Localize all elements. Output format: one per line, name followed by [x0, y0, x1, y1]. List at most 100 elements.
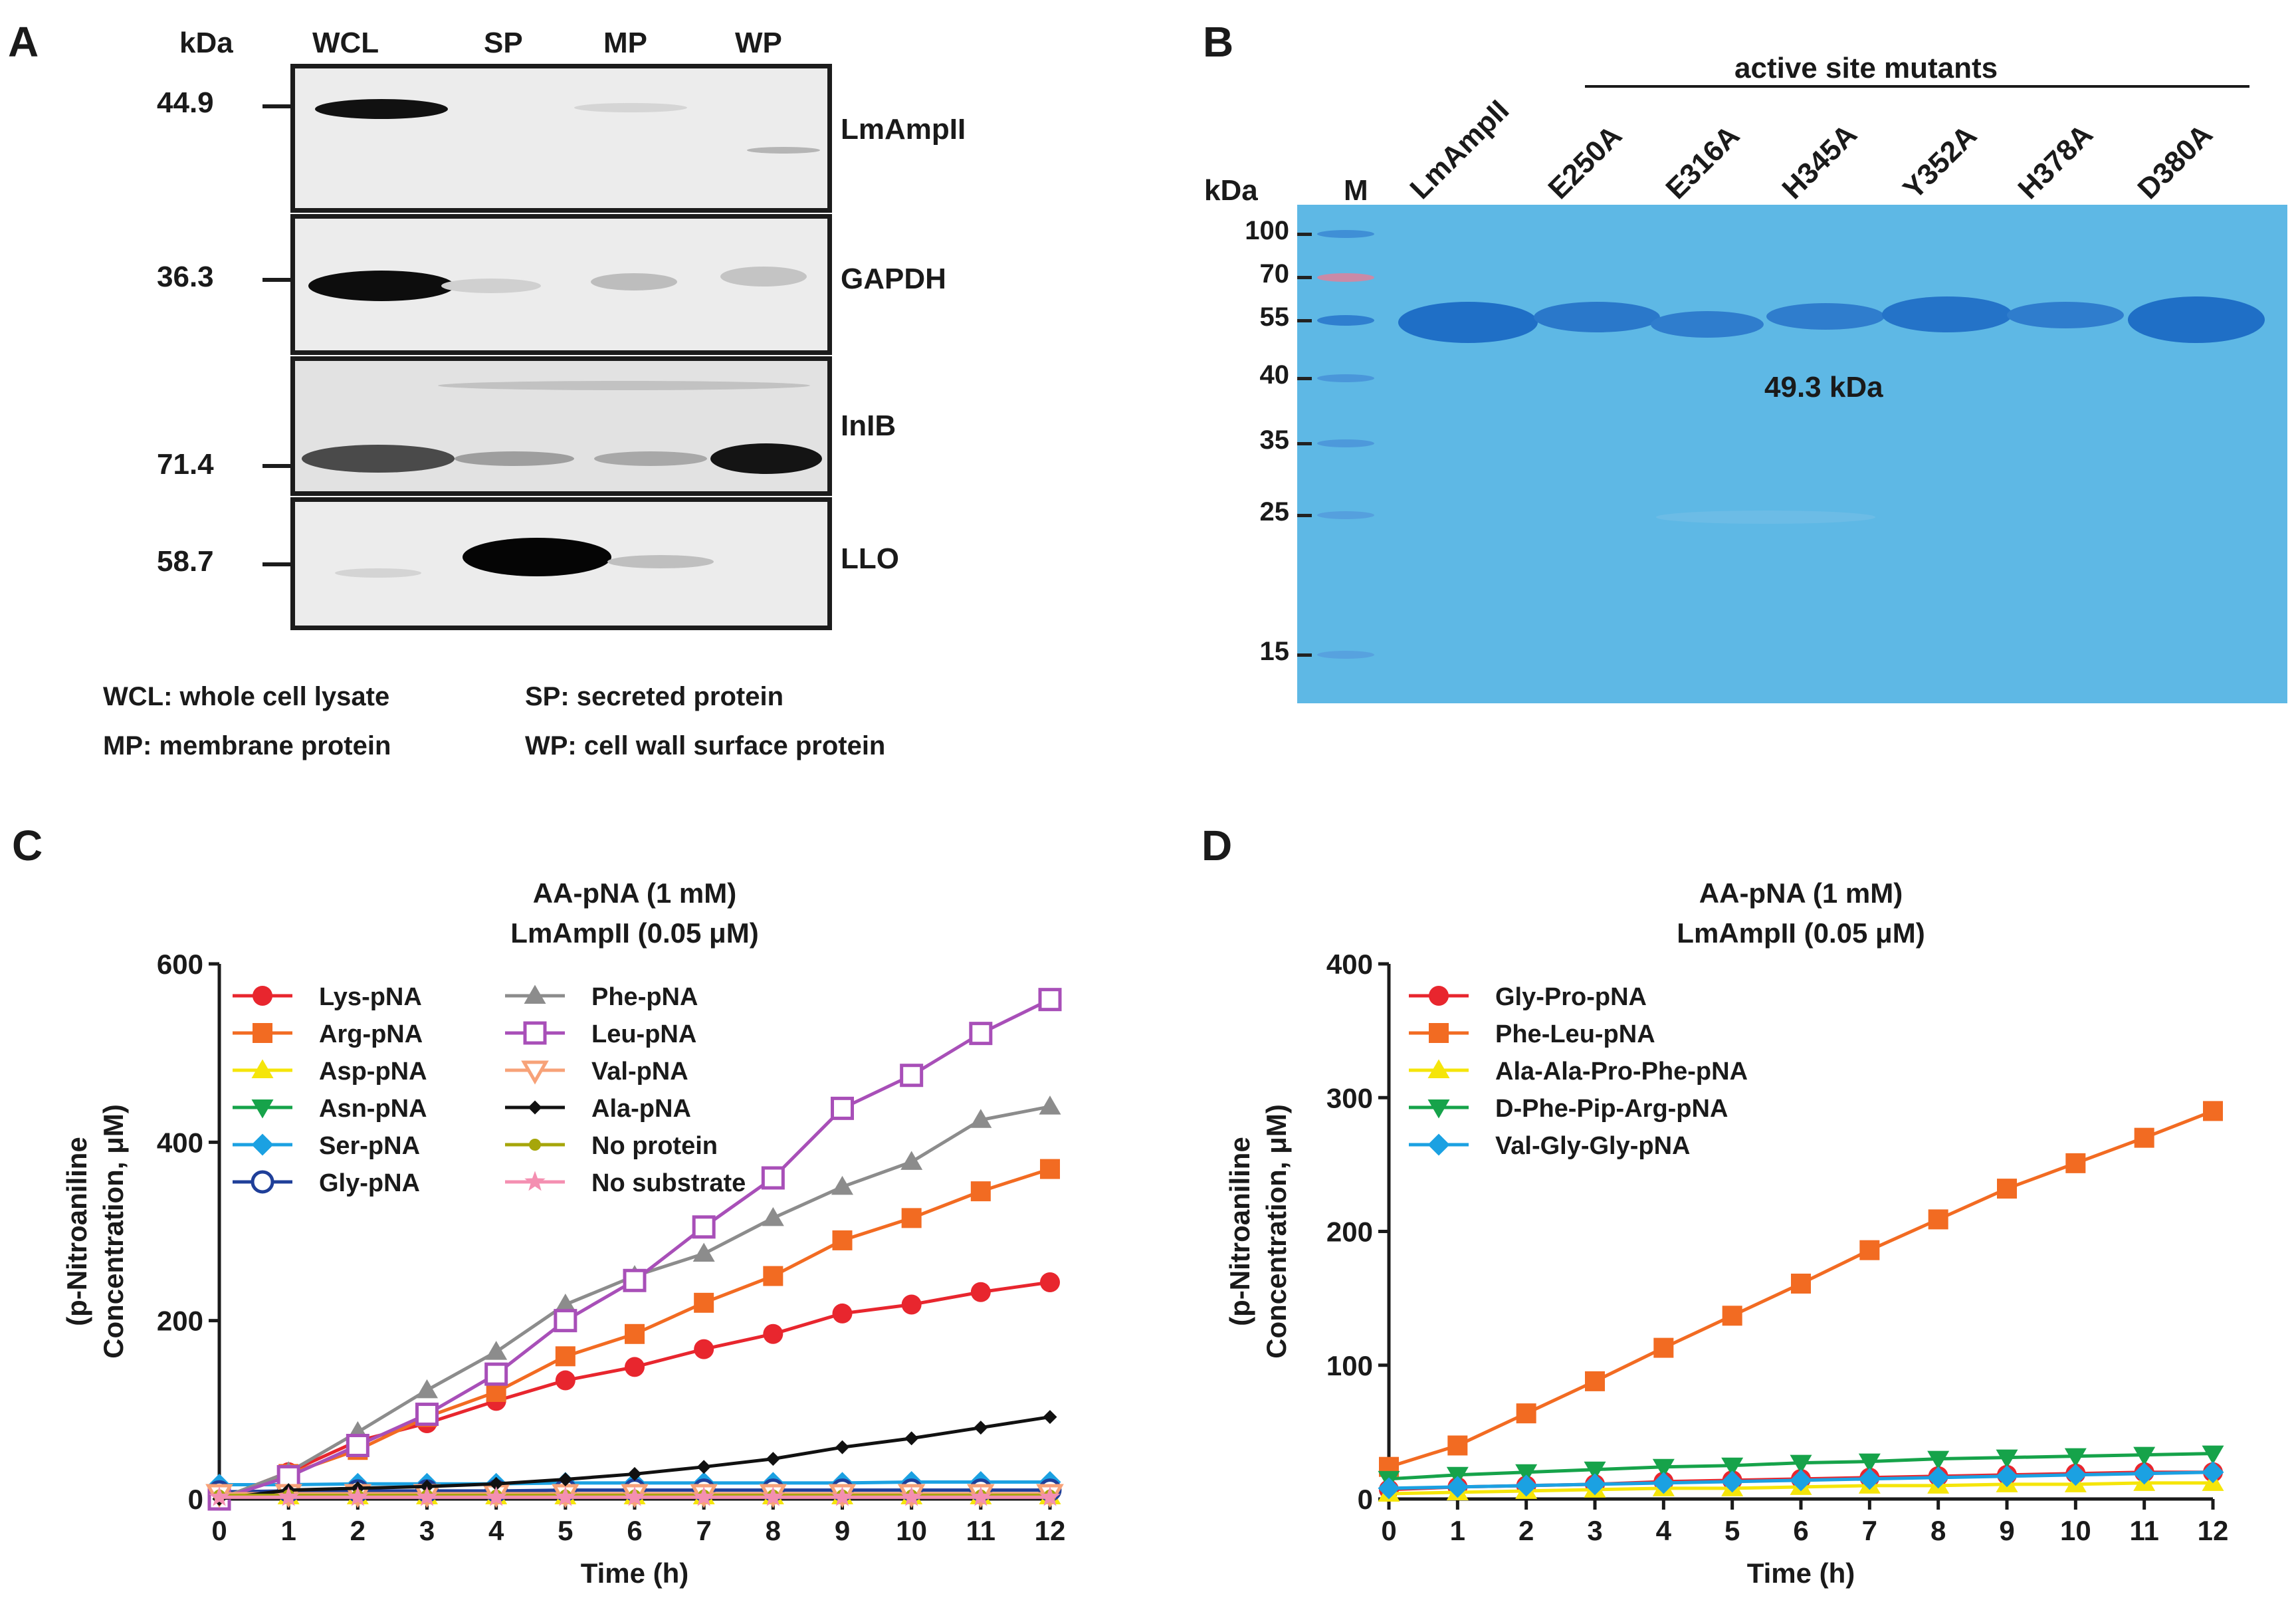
data-point: [2064, 1448, 2087, 1468]
data-point: [2133, 1462, 2156, 1485]
data-point: [1927, 1466, 1950, 1489]
legend-item: Lys-pNA: [233, 983, 422, 1011]
marker-tick: [262, 464, 290, 468]
data-point: [1652, 1472, 1675, 1494]
band: [463, 538, 611, 576]
data-point: [1997, 1179, 2017, 1199]
y-tick-label: 0: [1358, 1484, 1373, 1515]
gel-marker-35: 35: [1259, 425, 1290, 455]
data-point: [970, 1486, 991, 1506]
x-tick-label: 6: [1793, 1515, 1808, 1546]
x-tick-label: 5: [1724, 1515, 1740, 1546]
legend-item: Asp-pNA: [233, 1058, 427, 1086]
y-axis-label-line1: (p-Nitroaniline: [61, 1137, 92, 1326]
legend-marker: [253, 986, 272, 1006]
gel-marker-15: 15: [1259, 637, 1290, 666]
gel-lane-e316a: E316A: [1659, 119, 1746, 205]
legend-label: Val-Gly-Gly-pNA: [1495, 1132, 1691, 1160]
data-point: [694, 1339, 714, 1359]
legend-item: No protein: [505, 1132, 718, 1160]
data-point: [900, 1151, 923, 1170]
data-point: [694, 1292, 714, 1313]
data-point: [2203, 1101, 2223, 1121]
y-tick-label: 400: [157, 1127, 203, 1158]
y-axis-label-line2: Concentration, μM): [1261, 1104, 1292, 1359]
legend-marker: [524, 984, 546, 1004]
data-point: [763, 1266, 783, 1286]
legend-wp: WP: cell wall surface protein: [525, 731, 886, 760]
data-point: [835, 1440, 849, 1454]
data-point: [1584, 1473, 1606, 1496]
data-point: [766, 1452, 780, 1466]
y-tick-label: 100: [1326, 1350, 1373, 1381]
data-point: [1653, 1337, 1674, 1358]
x-axis-label: Time (h): [1747, 1557, 1855, 1589]
band: [710, 443, 822, 474]
data-point: [416, 1486, 438, 1506]
band: [302, 445, 455, 473]
chart-subtitle: LmAmpII (0.05 μM): [510, 917, 758, 949]
x-tick-label: 3: [1587, 1515, 1602, 1546]
gel-band-d380a: [2128, 296, 2265, 343]
legend-label: Ser-pNA: [319, 1132, 420, 1160]
x-tick-label: 7: [1862, 1515, 1877, 1546]
marker-tick: [262, 562, 290, 566]
legend-label: D-Phe-Pip-Arg-pNA: [1495, 1095, 1728, 1123]
data-point: [484, 1362, 508, 1386]
legend-label: No protein: [591, 1132, 718, 1160]
protein-inlb: InIB: [841, 409, 896, 442]
data-point: [485, 1341, 508, 1360]
x-tick-label: 8: [766, 1515, 781, 1546]
band: [441, 279, 541, 293]
data-point: [1996, 1465, 2018, 1488]
band: [594, 451, 707, 466]
gel-marker-25: 25: [1259, 497, 1290, 526]
data-point: [1721, 1457, 1744, 1477]
ladder-band-pink: [1317, 273, 1374, 282]
legend-marker: [521, 1060, 549, 1085]
marker-tick: [262, 104, 290, 108]
gel-marker-55: 55: [1259, 302, 1290, 332]
legend-item: Ser-pNA: [233, 1132, 420, 1160]
legend-marker: [251, 1059, 274, 1078]
legend-marker: [251, 1099, 274, 1119]
data-point: [970, 1181, 991, 1202]
blot-lmampii: [290, 64, 832, 213]
blot-gapdh: [290, 214, 832, 355]
legend-marker: [1427, 1133, 1450, 1156]
blot-llo: [290, 497, 832, 630]
legend-item: Leu-pNA: [505, 1020, 696, 1048]
panel-b-letter: B: [1203, 18, 1234, 66]
legend-marker: [251, 1133, 274, 1156]
data-point: [1039, 1486, 1061, 1506]
data-point: [901, 1208, 922, 1228]
legend-marker: [251, 1170, 274, 1194]
data-point: [974, 1421, 988, 1435]
marker-71-4: 71.4: [157, 448, 214, 481]
data-point: [1516, 1403, 1536, 1424]
data-point: [347, 1486, 369, 1506]
data-point: [554, 1309, 577, 1333]
x-axis-label: Time (h): [581, 1557, 689, 1589]
legend-label: Phe-Leu-pNA: [1495, 1020, 1655, 1048]
x-tick-label: 7: [696, 1515, 711, 1546]
data-point: [1858, 1453, 1881, 1473]
data-point: [761, 1166, 785, 1190]
y-tick-label: 300: [1326, 1082, 1373, 1113]
data-point: [1515, 1474, 1538, 1497]
legend-item: Val-Gly-Gly-pNA: [1409, 1132, 1691, 1160]
ladder-band: [1317, 374, 1374, 382]
legend-mp: MP: membrane protein: [103, 731, 391, 760]
data-point: [276, 1464, 300, 1488]
ladder-band: [1317, 511, 1374, 519]
x-tick-label: 12: [1035, 1515, 1066, 1546]
data-point: [485, 1486, 507, 1506]
ladder-band: [1317, 651, 1374, 659]
gel-band-e316a: [1651, 311, 1764, 338]
data-point: [901, 1294, 922, 1315]
ladder-tick: [1297, 442, 1312, 445]
legend-label: Gly-Pro-pNA: [1495, 983, 1647, 1011]
panel-a-letter: A: [8, 18, 39, 66]
data-point: [2202, 1445, 2224, 1465]
data-point: [900, 1486, 922, 1506]
